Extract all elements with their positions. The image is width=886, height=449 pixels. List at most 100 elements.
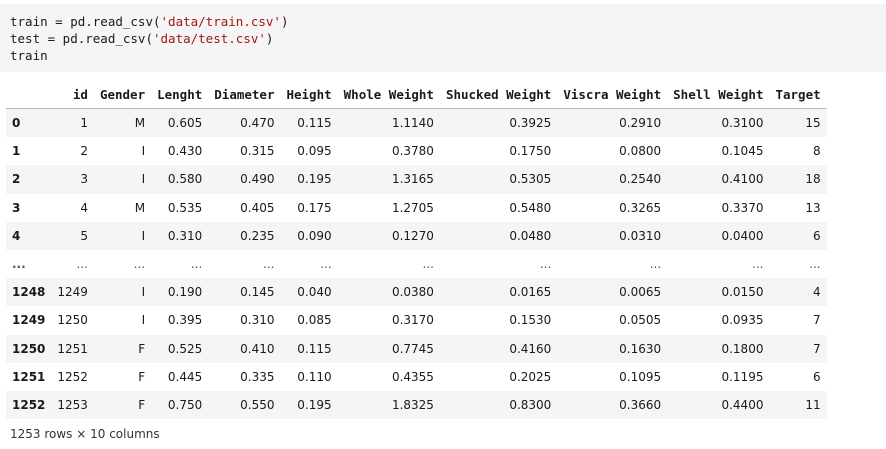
table-cell: 0.335 [240, 369, 275, 384]
table-cell: 0.195 [297, 397, 332, 412]
column-header: Lenght [151, 80, 209, 109]
table-cell: 0.1750 [509, 144, 552, 159]
column-header: Height [280, 80, 338, 109]
table-cell: 0.0310 [619, 228, 662, 243]
table-cell: 0.0150 [721, 285, 764, 300]
table-cell: 0.3265 [619, 200, 662, 215]
table-cell: 0.0400 [721, 228, 764, 243]
column-header: Viscra Weight [557, 80, 668, 109]
table-cell: 0.470 [240, 116, 275, 131]
row-index: 1251 [12, 369, 46, 384]
table-row: 1250 1251 F 0.525 0.410 0.115 0.7745 0.4160 0.16… [6, 334, 827, 363]
code-cell[interactable]: train = pd.read_csv('data/train.csv') te… [0, 4, 886, 72]
table-cell: I [141, 285, 146, 300]
table-cell: 5 [80, 228, 88, 243]
table-cell: 0.3780 [391, 144, 434, 159]
table-cell: 15 [805, 116, 821, 131]
table-cell: 2 [80, 144, 88, 159]
code-text: test = pd.read_csv( [10, 31, 153, 46]
table-cell: 0.445 [167, 369, 203, 384]
table-cell: 1.3165 [391, 172, 434, 187]
table-cell: ... [649, 257, 662, 272]
table-header: id Gender Lenght Diameter Height Whole Weight… [6, 80, 827, 109]
column-header: Shucked Weight [439, 80, 558, 109]
table-body: 0 1 M 0.605 0.470 0.115 1.1140 0.3925 0.2910 0.31… [6, 108, 827, 420]
table-cell: 0.115 [297, 341, 332, 356]
table-cell: 0.0065 [619, 285, 662, 300]
table-cell: M [134, 200, 146, 215]
table-cell: 0.0480 [509, 228, 552, 243]
table-cell: 0.7745 [391, 341, 434, 356]
row-index: 1249 [12, 313, 46, 328]
table-cell: 0.0800 [619, 144, 662, 159]
table-cell: 0.3100 [721, 116, 764, 131]
table-cell: 0.1530 [509, 313, 552, 328]
table-cell: 0.550 [240, 397, 275, 412]
table-cell: 0.490 [240, 172, 275, 187]
table-cell: 0.310 [167, 228, 203, 243]
row-index: 1252 [12, 397, 46, 412]
table-cell: ... [539, 257, 552, 272]
cell-output: id Gender Lenght Diameter Height Whole Weight… [0, 80, 886, 441]
table-cell: 0.315 [240, 144, 275, 159]
table-cell: 0.0165 [509, 285, 552, 300]
table-cell: 1 [80, 116, 88, 131]
column-header: id [51, 80, 94, 109]
table-cell: I [141, 144, 146, 159]
table-cell: 0.1270 [391, 228, 434, 243]
table-cell: 0.1195 [721, 369, 764, 384]
table-cell: F [138, 397, 146, 412]
table-cell: 6 [812, 228, 821, 243]
table-cell: 6 [812, 369, 821, 384]
table-cell: 7 [812, 313, 821, 328]
column-header: Shell Weight [667, 80, 770, 109]
table-cell: ... [263, 257, 275, 272]
table-cell: 7 [812, 341, 821, 356]
table-cell: 4 [80, 200, 88, 215]
table-cell: ... [752, 257, 764, 272]
table-cell: 0.1800 [721, 341, 764, 356]
column-header: Whole Weight [337, 80, 440, 109]
table-cell: 0.2540 [619, 172, 662, 187]
table-cell: 1.8325 [391, 397, 434, 412]
table-cell: 0.4160 [509, 341, 552, 356]
table-cell: 0.090 [297, 228, 332, 243]
table-cell: F [138, 369, 146, 384]
table-cell: ... [190, 257, 203, 272]
table-cell: 0.2910 [619, 116, 662, 131]
row-index: 3 [12, 200, 21, 215]
table-cell: 0.095 [297, 144, 332, 159]
code-line-1: train = pd.read_csv('data/train.csv') [10, 13, 876, 30]
code-text: train = pd.read_csv( [10, 14, 161, 29]
table-cell: 0.3170 [391, 313, 434, 328]
table-cell: I [141, 228, 146, 243]
table-cell: 0.4355 [391, 369, 434, 384]
column-header: Gender [93, 80, 152, 109]
table-cell: 1249 [57, 285, 88, 300]
code-line-3: train [10, 48, 48, 63]
table-cell: 0.175 [297, 200, 332, 215]
table-cell: 0.3370 [721, 200, 764, 215]
table-row: 1249 1250 I 0.395 0.310 0.085 0.3170 0.1530 0.05… [6, 306, 827, 334]
table-row: 0 1 M 0.605 0.470 0.115 1.1140 0.3925 0.2910 0.31… [6, 108, 827, 138]
table-cell: 0.3660 [619, 397, 662, 412]
table-cell: 0.1095 [619, 369, 662, 384]
table-cell: 11 [805, 397, 821, 412]
table-cell: 0.750 [167, 397, 203, 412]
table-cell: M [134, 116, 146, 131]
dataframe-table: id Gender Lenght Diameter Height Whole Weight… [6, 80, 827, 420]
table-cell: 0.110 [297, 369, 332, 384]
column-header: Diameter [208, 80, 281, 109]
table-row: 1252 1253 F 0.750 0.550 0.195 1.8325 0.8300 0.36… [6, 390, 827, 420]
code-text: ) [265, 31, 274, 46]
table-cell: 0.2025 [509, 369, 552, 384]
table-cell: 0.580 [167, 172, 203, 187]
table-cell: 0.8300 [509, 397, 552, 412]
table-cell: I [141, 313, 146, 328]
table-cell: 0.0505 [619, 313, 662, 328]
column-header: Target [769, 80, 827, 109]
code-text: ) [280, 14, 289, 29]
code-string: 'data/train.csv' [160, 14, 281, 29]
table-row: 1248 1249 I 0.190 0.145 0.040 0.0380 0.0165 0.00… [6, 278, 827, 307]
table-cell: 0.430 [167, 144, 203, 159]
